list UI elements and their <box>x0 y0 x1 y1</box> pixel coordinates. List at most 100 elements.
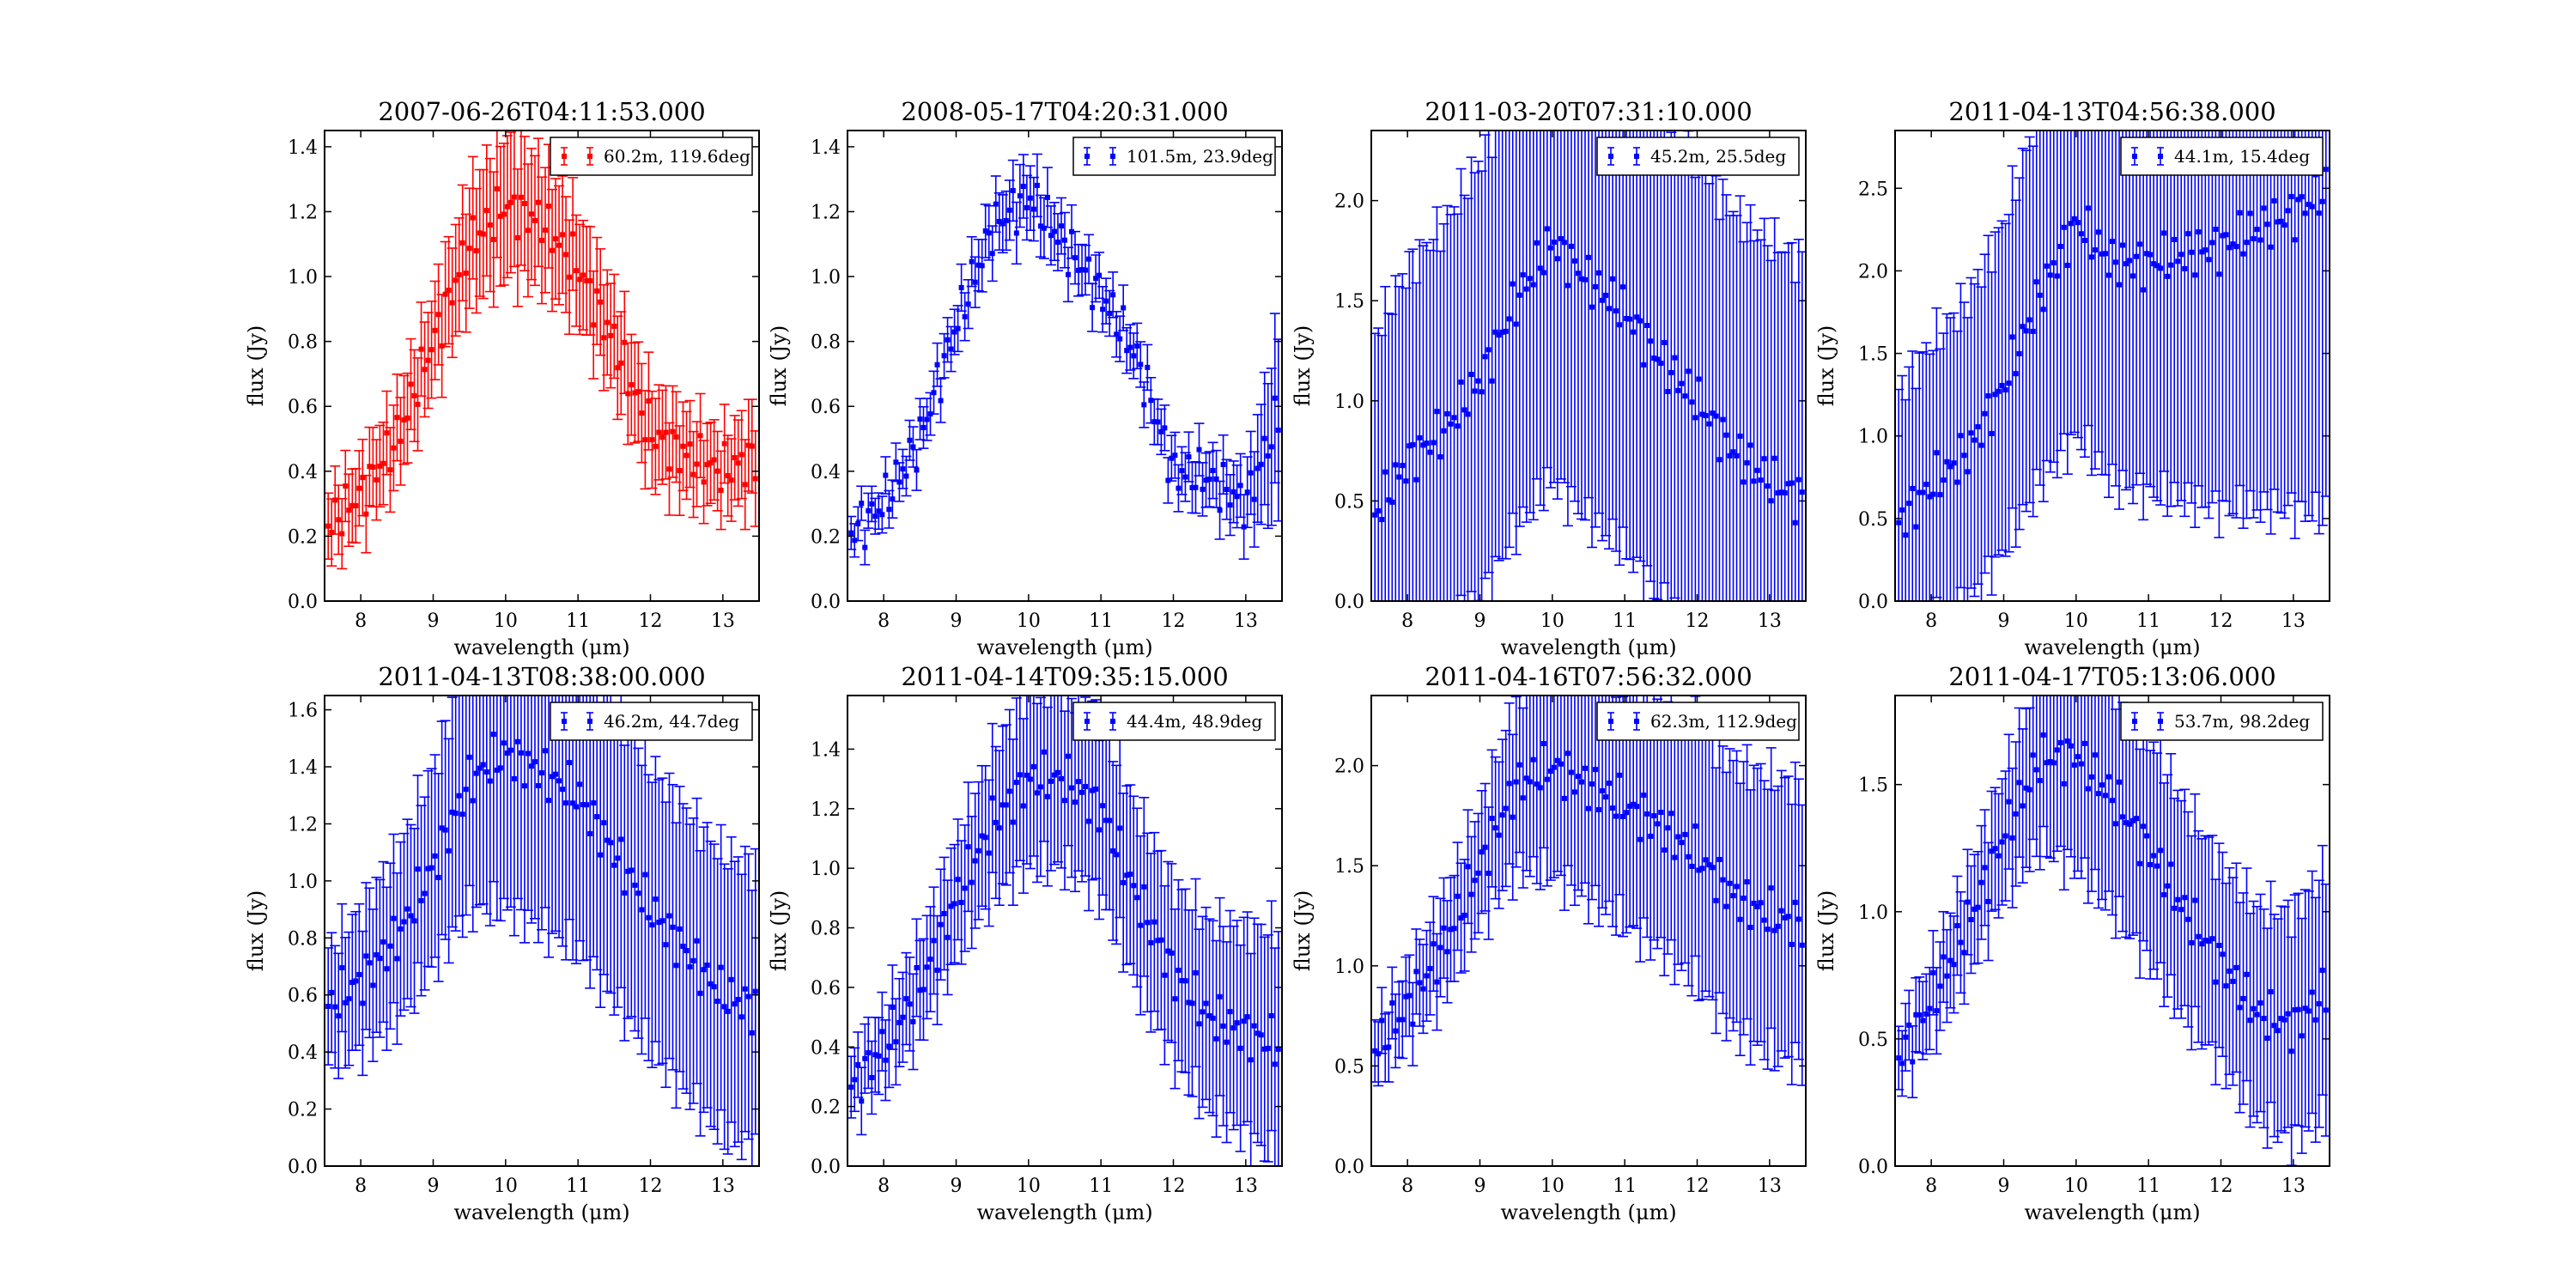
x-tick-label: 9 <box>428 1176 440 1197</box>
data-point <box>1552 131 1563 500</box>
chart-title: 2008-05-17T04:20:31.000 <box>901 97 1228 126</box>
data-point <box>1048 696 1060 866</box>
data-point <box>1528 131 1539 521</box>
y-tick-label: 1.4 <box>288 757 318 779</box>
y-tick-label: 0.5 <box>1858 509 1888 531</box>
x-tick-label: 12 <box>1686 611 1710 632</box>
data-point <box>677 803 689 1090</box>
series-6 <box>848 696 1282 1166</box>
y-tick-label: 0.2 <box>288 526 318 548</box>
data-point <box>467 696 478 933</box>
data-point <box>1483 806 1494 940</box>
legend-label: 101.5m, 23.9deg <box>1127 146 1273 167</box>
data-point <box>501 696 513 911</box>
data-point <box>484 696 495 927</box>
data-point <box>2179 788 2190 1006</box>
x-tick-label: 11 <box>566 1176 590 1197</box>
legend-label: 45.2m, 25.5deg <box>1650 146 1786 167</box>
data-point <box>395 841 406 1017</box>
data-point <box>1383 1012 1394 1083</box>
data-point <box>1976 824 1987 940</box>
data-point <box>1524 696 1535 878</box>
data-point <box>2159 782 2170 1007</box>
data-point <box>856 1066 867 1136</box>
chart-panel-3: 2011-03-20T07:31:10.000 8 9 10 11 12 13 0.0 0.5 1… <box>1291 97 1807 659</box>
y-tick-label: 0.0 <box>1858 1157 1888 1178</box>
data-point <box>2214 131 2225 538</box>
x-tick-label: 10 <box>1540 1176 1564 1197</box>
data-point <box>1924 966 1935 1051</box>
legend-label: 53.7m, 98.2deg <box>2174 711 2310 732</box>
data-point <box>1045 696 1056 872</box>
data-point <box>357 438 368 517</box>
data-point <box>1397 273 1408 601</box>
data-point <box>1500 131 1511 560</box>
data-point <box>602 269 613 376</box>
data-point <box>1021 174 1032 241</box>
data-point <box>532 696 544 944</box>
x-axis-label: wavelength (μm) <box>976 1200 1152 1224</box>
data-point <box>1221 941 1232 1144</box>
data-point <box>2114 131 2125 510</box>
data-point <box>2231 131 2242 519</box>
data-point <box>1959 301 1970 601</box>
data-point <box>1135 341 1146 388</box>
chart-panel-5: 2011-04-13T08:38:00.000 8 9 10 11 12 13 0.0 0.2 0… <box>244 662 760 1224</box>
data-point <box>736 873 747 1161</box>
plot-frame <box>324 130 760 602</box>
x-axis-label: wavelength (μm) <box>453 635 629 659</box>
data-point <box>1752 229 1763 601</box>
data-point <box>2179 131 2190 518</box>
y-tick-label: 0.5 <box>1858 1030 1888 1051</box>
data-point <box>1948 312 1959 601</box>
data-point <box>2265 131 2276 535</box>
data-point <box>1541 696 1552 887</box>
x-tick-label: 9 <box>951 611 963 632</box>
x-tick-label: 12 <box>639 611 663 632</box>
data-point <box>691 421 702 507</box>
x-tick-label: 10 <box>1017 1176 1041 1197</box>
data-point <box>1728 759 1739 1032</box>
legend: 101.5m, 23.9deg <box>1072 137 1276 176</box>
data-point <box>2152 752 2163 980</box>
y-tick-label: 1.6 <box>288 701 318 722</box>
data-point <box>2300 889 2311 1128</box>
data-point <box>993 191 1005 251</box>
legend-box <box>2120 137 2324 176</box>
data-point <box>705 840 716 1127</box>
data-point <box>2038 131 2049 502</box>
y-tick-label: 0.5 <box>1334 491 1364 513</box>
data-point <box>1590 131 1601 528</box>
data-point <box>1497 738 1508 892</box>
data-point <box>471 696 482 908</box>
legend-label: 46.2m, 44.7deg <box>604 711 739 732</box>
data-point <box>547 696 558 934</box>
data-point <box>1914 976 1925 1054</box>
chart-panel-6: 2011-04-14T09:35:15.000 8 9 10 11 12 13 0.0 0.2 0… <box>767 662 1283 1224</box>
x-axis-label: wavelength (μm) <box>2024 635 2200 659</box>
chart-title: 2011-04-17T05:13:06.000 <box>1948 662 2275 691</box>
data-point <box>935 868 946 981</box>
data-point <box>1717 178 1728 601</box>
data-point <box>877 495 888 534</box>
legend-label: 44.1m, 15.4deg <box>2174 146 2310 167</box>
data-point <box>2255 131 2266 523</box>
y-tick-label: 2.0 <box>1334 191 1364 213</box>
x-tick-label: 10 <box>1017 611 1041 632</box>
data-point <box>1514 131 1525 527</box>
x-tick-label: 9 <box>951 1176 963 1197</box>
data-point <box>1407 248 1419 601</box>
data-point <box>395 397 406 486</box>
x-tick-label: 9 <box>1998 611 2010 632</box>
data-point <box>371 876 382 1033</box>
data-point <box>374 424 386 508</box>
data-point <box>935 378 946 423</box>
data-point <box>1738 761 1749 1036</box>
data-point <box>2155 131 2166 506</box>
y-tick-label: 0.0 <box>288 592 318 613</box>
y-tick-label: 0.8 <box>288 928 318 950</box>
y-tick-label: 1.2 <box>811 202 841 223</box>
y-tick-label: 0.8 <box>811 332 841 354</box>
x-tick-label: 13 <box>1758 1176 1782 1197</box>
data-point <box>1759 217 1770 601</box>
